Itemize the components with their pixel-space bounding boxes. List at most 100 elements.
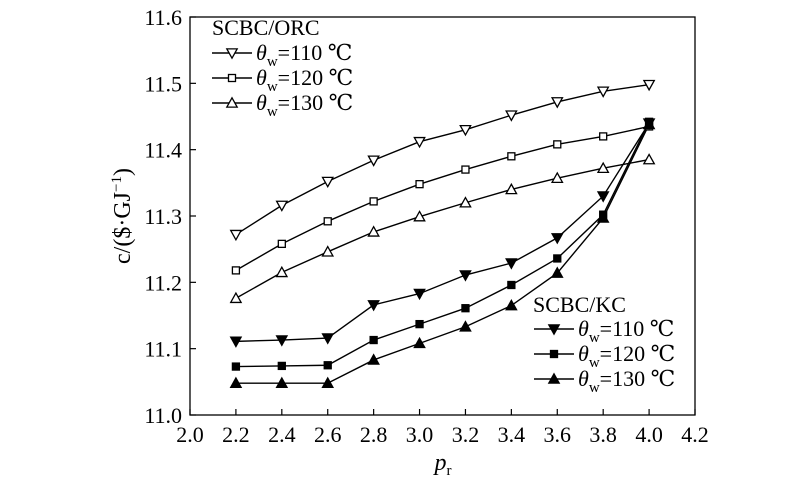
x-axis-label: pr bbox=[433, 450, 452, 479]
y-axis-label-sup: −1 bbox=[109, 176, 125, 192]
legend-value-3: =110 ℃ bbox=[600, 316, 675, 341]
x-tick-label-2: 2.4 bbox=[268, 422, 296, 447]
y-tick-label-0: 11.0 bbox=[144, 403, 182, 428]
series-line-5 bbox=[235, 124, 650, 384]
x-tick-label-3: 2.6 bbox=[314, 422, 342, 447]
series-5-point-3 bbox=[367, 353, 380, 365]
series-5-point-4 bbox=[413, 336, 426, 349]
x-tick-label-8: 3.6 bbox=[544, 422, 572, 447]
series-4-point-0 bbox=[231, 362, 241, 371]
series-0-point-2 bbox=[321, 176, 335, 189]
series-2-point-2 bbox=[321, 245, 335, 257]
legend-label-2: θw=130 ℃ bbox=[256, 90, 353, 120]
x-tick-label-5: 3.0 bbox=[406, 422, 434, 447]
series-5-point-9 bbox=[642, 117, 656, 130]
series-4-point-3 bbox=[369, 335, 378, 345]
series-3-point-4 bbox=[413, 288, 426, 301]
series-line-0 bbox=[235, 83, 650, 236]
y-axis-label: c/($·GJ−1) bbox=[109, 168, 136, 264]
x-tick-label-7: 3.4 bbox=[498, 422, 526, 447]
series-5-point-1 bbox=[275, 376, 289, 388]
series-2-point-4 bbox=[413, 210, 426, 222]
series-2-point-7 bbox=[550, 171, 564, 184]
series-2-point-6 bbox=[505, 182, 518, 195]
legend-label-0: θw=110 ℃ bbox=[256, 40, 352, 70]
series-0-point-6 bbox=[505, 110, 518, 122]
series-4-point-4 bbox=[415, 319, 424, 329]
series-2-point-0 bbox=[229, 291, 243, 304]
series-0-point-3 bbox=[367, 155, 380, 167]
series-3-point-6 bbox=[505, 258, 518, 270]
series-3-point-8 bbox=[596, 191, 610, 203]
series-0-point-8 bbox=[596, 86, 610, 98]
series-5-point-6 bbox=[505, 299, 518, 311]
axis-tick-labels: 2.0 2.2 2.4 2.6 2.8 3.0 3.2 3.4 3.6 3.8 4.0 4.2 11.0… bbox=[144, 5, 708, 447]
series-lines bbox=[235, 83, 650, 384]
series-3-point-0 bbox=[229, 336, 243, 348]
legend-marker-2 bbox=[225, 96, 239, 108]
series-1-point-6 bbox=[507, 152, 516, 161]
series-3-point-7 bbox=[550, 233, 564, 245]
series-3-point-2 bbox=[321, 333, 335, 345]
x-axis-label-sub: r bbox=[447, 463, 452, 479]
series-3-point-5 bbox=[459, 270, 472, 282]
series-5-point-7 bbox=[550, 266, 564, 278]
x-tick-label-6: 3.2 bbox=[452, 422, 480, 447]
legend-value-2: =130 ℃ bbox=[278, 90, 354, 115]
series-2-point-8 bbox=[596, 161, 610, 174]
x-tick-label-0: 2.0 bbox=[176, 422, 204, 447]
legend-sub-1: w bbox=[267, 79, 278, 95]
series-4-point-1 bbox=[277, 361, 286, 371]
legend-symbol-5: θ bbox=[578, 366, 589, 391]
series-0-point-9 bbox=[642, 79, 656, 92]
legend-marker-3 bbox=[547, 324, 561, 336]
series-1-point-4 bbox=[415, 180, 424, 189]
legend-value-5: =130 ℃ bbox=[600, 366, 676, 391]
legend-sub-4: w bbox=[589, 355, 600, 371]
x-tick-label-1: 2.2 bbox=[222, 422, 250, 447]
legend-marker-5 bbox=[547, 372, 561, 384]
y-tick-label-3: 11.3 bbox=[144, 204, 182, 229]
y-tick-label-1: 11.1 bbox=[144, 337, 182, 362]
series-2-point-9 bbox=[642, 153, 656, 165]
series-line-2 bbox=[235, 158, 650, 299]
x-tick-label-11: 4.2 bbox=[681, 422, 709, 447]
legend-symbol-2: θ bbox=[256, 90, 267, 115]
series-4-point-6 bbox=[507, 280, 516, 290]
legend-value-1: =120 ℃ bbox=[278, 65, 354, 90]
legend-title-0: SCBC/ORC bbox=[212, 15, 320, 40]
y-tick-label-6: 11.6 bbox=[144, 5, 182, 30]
series-0-point-0 bbox=[229, 229, 243, 242]
series-1-point-8 bbox=[599, 132, 608, 141]
legend-label-4: θw=120 ℃ bbox=[578, 341, 675, 371]
legend-symbol-0: θ bbox=[256, 40, 267, 65]
series-1-point-2 bbox=[323, 217, 332, 226]
series-2-point-1 bbox=[275, 265, 289, 278]
series-5-point-5 bbox=[459, 320, 472, 332]
y-tick-label-4: 11.4 bbox=[144, 138, 182, 163]
series-line-4 bbox=[235, 121, 650, 368]
legend-sub-0: w bbox=[267, 54, 278, 70]
legend-symbol-4: θ bbox=[578, 341, 589, 366]
series-0-point-4 bbox=[413, 136, 426, 149]
series-2-point-5 bbox=[459, 196, 472, 208]
legend-symbol-1: θ bbox=[256, 65, 267, 90]
series-0-point-5 bbox=[459, 124, 472, 137]
legend-label-3: θw=110 ℃ bbox=[578, 316, 674, 346]
series-3-point-3 bbox=[367, 300, 380, 312]
series-1-point-5 bbox=[461, 165, 470, 174]
series-5-point-8 bbox=[596, 211, 610, 223]
legend-marker-0 bbox=[225, 48, 239, 60]
series-1-point-1 bbox=[277, 239, 286, 249]
series-2-point-3 bbox=[367, 225, 380, 237]
y-axis-label-close: ) bbox=[110, 168, 136, 176]
series-0-point-7 bbox=[550, 97, 564, 109]
legend-value-4: =120 ℃ bbox=[600, 341, 676, 366]
legend-marker-1 bbox=[227, 73, 237, 83]
x-axis-label-main: p bbox=[433, 450, 447, 476]
series-4-point-2 bbox=[323, 361, 332, 370]
series-4-point-5 bbox=[461, 304, 470, 313]
legend-sub-3: w bbox=[589, 330, 600, 346]
